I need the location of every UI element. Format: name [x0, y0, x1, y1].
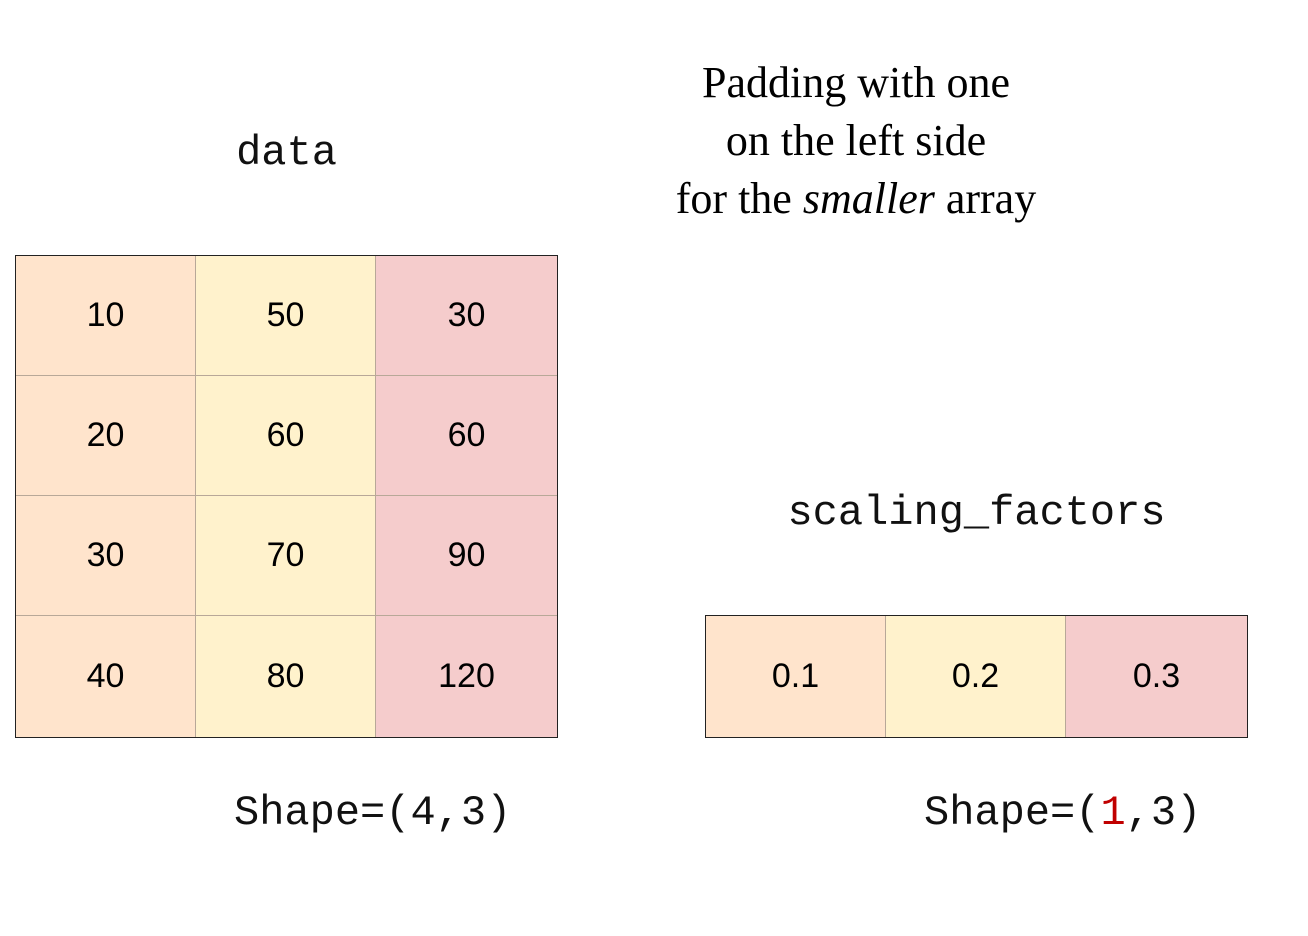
- scaling-factors-grid: 0.1 0.2 0.3: [705, 615, 1248, 738]
- padding-note-line-1: Padding with one: [702, 58, 1010, 107]
- data-shape-label: Shape=(4,3): [234, 788, 511, 838]
- data-array-label: data: [236, 129, 337, 177]
- data-cell: 70: [196, 496, 376, 616]
- scaling-factor-cell: 0.1: [706, 616, 886, 737]
- padding-note-line-3-before: for the: [675, 174, 803, 223]
- scaling-factor-cell: 0.3: [1066, 616, 1247, 737]
- padding-note-line-2: on the left side: [725, 116, 987, 165]
- scaling-factors-shape-label: Shape=(1,3): [924, 788, 1201, 838]
- data-cell: 40: [16, 616, 196, 737]
- data-cell: 20: [16, 376, 196, 496]
- scaling-shape-padded-dim: 1: [1100, 789, 1126, 837]
- data-cell: 120: [376, 616, 557, 737]
- data-cell: 80: [196, 616, 376, 737]
- scaling-shape-rest: ,3): [1125, 789, 1202, 837]
- scaling-factors-label: scaling_factors: [787, 489, 1166, 537]
- data-shape-rest: ,3): [435, 789, 512, 837]
- data-cell: 10: [16, 256, 196, 376]
- data-cell: 50: [196, 256, 376, 376]
- data-cell: 30: [376, 256, 557, 376]
- data-cell: 30: [16, 496, 196, 616]
- data-cell: 60: [376, 376, 557, 496]
- padding-note: Padding with one on the left side for th…: [606, 54, 1106, 228]
- padding-note-line-3: for the smaller array: [606, 170, 1106, 228]
- padding-note-emphasis: smaller: [802, 174, 935, 223]
- data-cell: 60: [196, 376, 376, 496]
- padding-note-line-3-after: array: [934, 174, 1037, 223]
- data-shape-prefix: Shape=(: [234, 789, 411, 837]
- data-shape-dim0: 4: [410, 789, 436, 837]
- scaling-factor-cell: 0.2: [886, 616, 1066, 737]
- scaling-shape-prefix: Shape=(: [924, 789, 1101, 837]
- data-cell: 90: [376, 496, 557, 616]
- data-array-grid: 10 50 30 20 60 60 30 70 90 40 80 120: [15, 255, 558, 738]
